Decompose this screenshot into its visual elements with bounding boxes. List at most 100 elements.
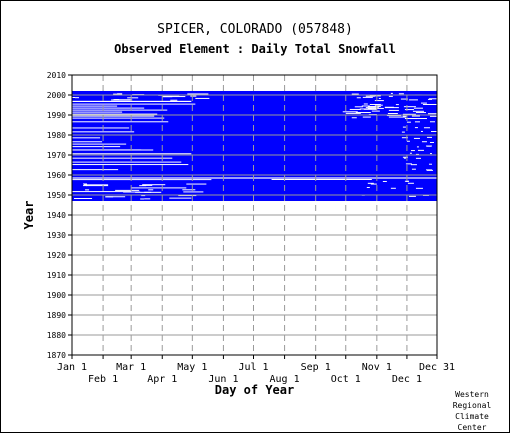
missing-gap [363,103,368,105]
missing-gap [423,127,430,129]
missing-gap [178,195,197,197]
missing-gap [416,146,419,148]
missing-gap [429,153,432,155]
x-tick-label: Sep 1 [301,362,331,373]
x-tick-label: Feb 1 [88,374,118,385]
missing-gap [401,131,405,133]
missing-gap [342,111,358,113]
missing-gap [74,198,93,200]
missing-gap [187,93,209,95]
missing-gap [404,118,417,120]
x-tick-label: Oct 1 [331,374,361,385]
missing-gap [351,93,359,95]
missing-gap [85,189,90,191]
missing-gap [355,112,371,114]
x-tick-label: May 1 [177,362,207,373]
missing-gap [106,196,126,198]
missing-gap [114,99,120,101]
y-tick-label: 1980 [47,131,66,140]
missing-gap [420,130,423,132]
wrcc-credit: Western Regional Climate Center [452,389,492,433]
missing-gap [271,179,372,180]
missing-gap [131,187,187,189]
missing-gap [369,95,381,97]
missing-gap [72,100,192,102]
y-tick-label: 2010 [47,71,66,80]
missing-gap [83,185,88,187]
chart-subtitle: Observed Element : Daily Total Snowfall [114,42,396,56]
y-tick-label: 1910 [47,271,66,280]
missing-gap [401,137,408,139]
missing-gap [429,141,434,143]
plot-border [71,74,438,356]
y-tick-label: 1950 [47,191,66,200]
missing-gap [409,118,427,120]
missing-gap [370,183,377,185]
missing-gap [403,106,416,108]
missing-gap [72,146,121,148]
missing-gap [388,116,406,118]
missing-gap [72,179,212,181]
missing-gap [115,189,140,191]
missing-gap [367,182,374,184]
x-axis-title: Day of Year [215,383,294,397]
missing-gap [123,191,141,193]
missing-gap [362,116,371,118]
missing-gap [388,109,399,111]
credit-line: Western [455,390,489,399]
missing-gap [405,163,412,165]
missing-gap [345,112,361,114]
missing-gap [406,121,411,123]
missing-gap [142,184,166,186]
missing-gap [415,157,421,159]
missing-gap [72,117,165,119]
missing-gap [144,198,151,200]
missing-gap [356,97,361,99]
missing-gap [403,157,406,159]
missing-gap [140,198,145,200]
missing-gap [72,161,182,163]
missing-gap [369,103,381,105]
missing-gap [374,100,384,102]
y-tick-label: 1890 [47,311,66,320]
missing-gap [75,97,80,99]
missing-gap [144,191,162,193]
missing-gap [367,106,381,108]
missing-gap [361,105,370,107]
x-tick-label: Jun 1 [208,374,238,385]
x-tick-label: Dec 1 [392,374,422,385]
missing-gap [72,105,118,107]
missing-gap [72,137,101,139]
missing-gap [411,168,416,170]
missing-gap [72,141,103,143]
missing-gap [405,180,409,182]
missing-gap [410,164,417,166]
credit-line: Center [457,423,487,432]
missing-gap [163,96,186,98]
missing-gap [420,149,424,151]
credit-line: Climate [455,412,489,421]
missing-gap [402,115,407,117]
x-tick-label: Jan 1 [57,362,87,373]
missing-gap [72,149,142,151]
missing-gap [72,191,132,193]
missing-gap [410,150,415,152]
y-tick-label: 1870 [47,351,66,360]
missing-gap [374,104,383,106]
missing-gap [414,121,420,123]
missing-gap [407,182,414,184]
missing-gap [148,189,154,191]
chart-title: SPICER, COLORADO (057848) [157,22,353,37]
missing-gap [429,121,435,123]
missing-gap [72,127,130,129]
missing-gap [387,113,398,115]
missing-gap [412,110,424,112]
missing-gap [425,169,432,171]
missing-gap [404,109,414,111]
missing-gap [351,117,357,119]
missing-gap [402,113,416,115]
x-tick-label: Mar 1 [116,362,146,373]
y-tick-label: 1900 [47,291,66,300]
missing-gap [390,92,393,94]
missing-gap [367,107,384,109]
